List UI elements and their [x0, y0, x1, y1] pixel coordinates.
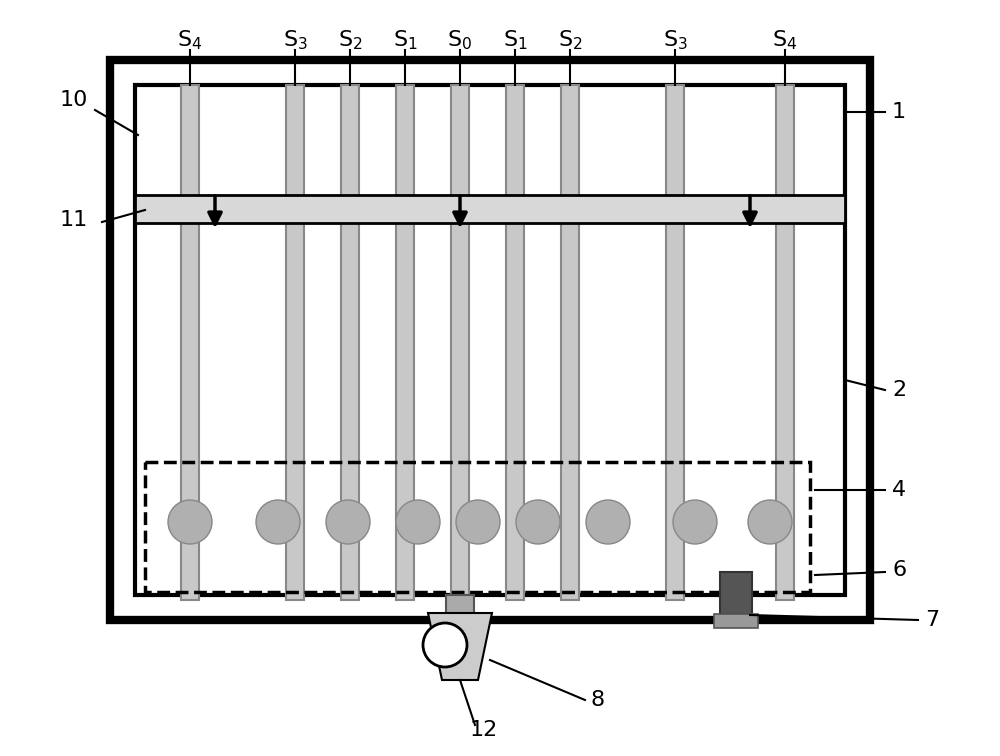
- Text: $\mathrm{S}_{2}$: $\mathrm{S}_{2}$: [338, 28, 362, 52]
- Bar: [396, 85, 414, 600]
- Circle shape: [673, 500, 717, 544]
- Text: 1: 1: [892, 102, 906, 122]
- Polygon shape: [428, 613, 492, 680]
- Bar: [666, 85, 684, 600]
- Circle shape: [456, 500, 500, 544]
- Text: $\mathrm{S}_{1}$: $\mathrm{S}_{1}$: [393, 28, 417, 52]
- Text: 8: 8: [590, 690, 604, 710]
- Bar: [720, 572, 752, 614]
- Bar: [714, 614, 758, 628]
- Circle shape: [586, 500, 630, 544]
- Bar: [135, 195, 845, 223]
- Bar: [110, 60, 870, 620]
- Bar: [341, 85, 359, 600]
- Text: 6: 6: [892, 560, 906, 580]
- Circle shape: [423, 623, 467, 667]
- Text: 7: 7: [925, 610, 939, 630]
- Bar: [145, 462, 810, 592]
- Circle shape: [748, 500, 792, 544]
- Bar: [451, 85, 469, 600]
- Bar: [446, 595, 474, 613]
- Bar: [286, 85, 304, 600]
- Text: $\mathrm{S}_{4}$: $\mathrm{S}_{4}$: [177, 28, 203, 52]
- Text: 10: 10: [60, 90, 88, 110]
- Bar: [776, 85, 794, 600]
- Circle shape: [326, 500, 370, 544]
- Text: $\mathrm{S}_{0}$: $\mathrm{S}_{0}$: [447, 28, 473, 52]
- Circle shape: [168, 500, 212, 544]
- Text: $\mathrm{S}_{3}$: $\mathrm{S}_{3}$: [283, 28, 307, 52]
- Text: 4: 4: [892, 480, 906, 500]
- Circle shape: [516, 500, 560, 544]
- Text: 2: 2: [892, 380, 906, 400]
- Bar: [506, 85, 524, 600]
- Circle shape: [256, 500, 300, 544]
- Bar: [135, 85, 845, 595]
- Bar: [561, 85, 579, 600]
- Text: $\mathrm{S}_{2}$: $\mathrm{S}_{2}$: [558, 28, 582, 52]
- Circle shape: [396, 500, 440, 544]
- Bar: [181, 85, 199, 600]
- Text: $\mathrm{S}_{1}$: $\mathrm{S}_{1}$: [503, 28, 527, 52]
- Text: 11: 11: [60, 210, 88, 230]
- Text: 12: 12: [470, 720, 498, 740]
- Text: $\mathrm{S}_{4}$: $\mathrm{S}_{4}$: [772, 28, 798, 52]
- Text: $\mathrm{S}_{3}$: $\mathrm{S}_{3}$: [663, 28, 687, 52]
